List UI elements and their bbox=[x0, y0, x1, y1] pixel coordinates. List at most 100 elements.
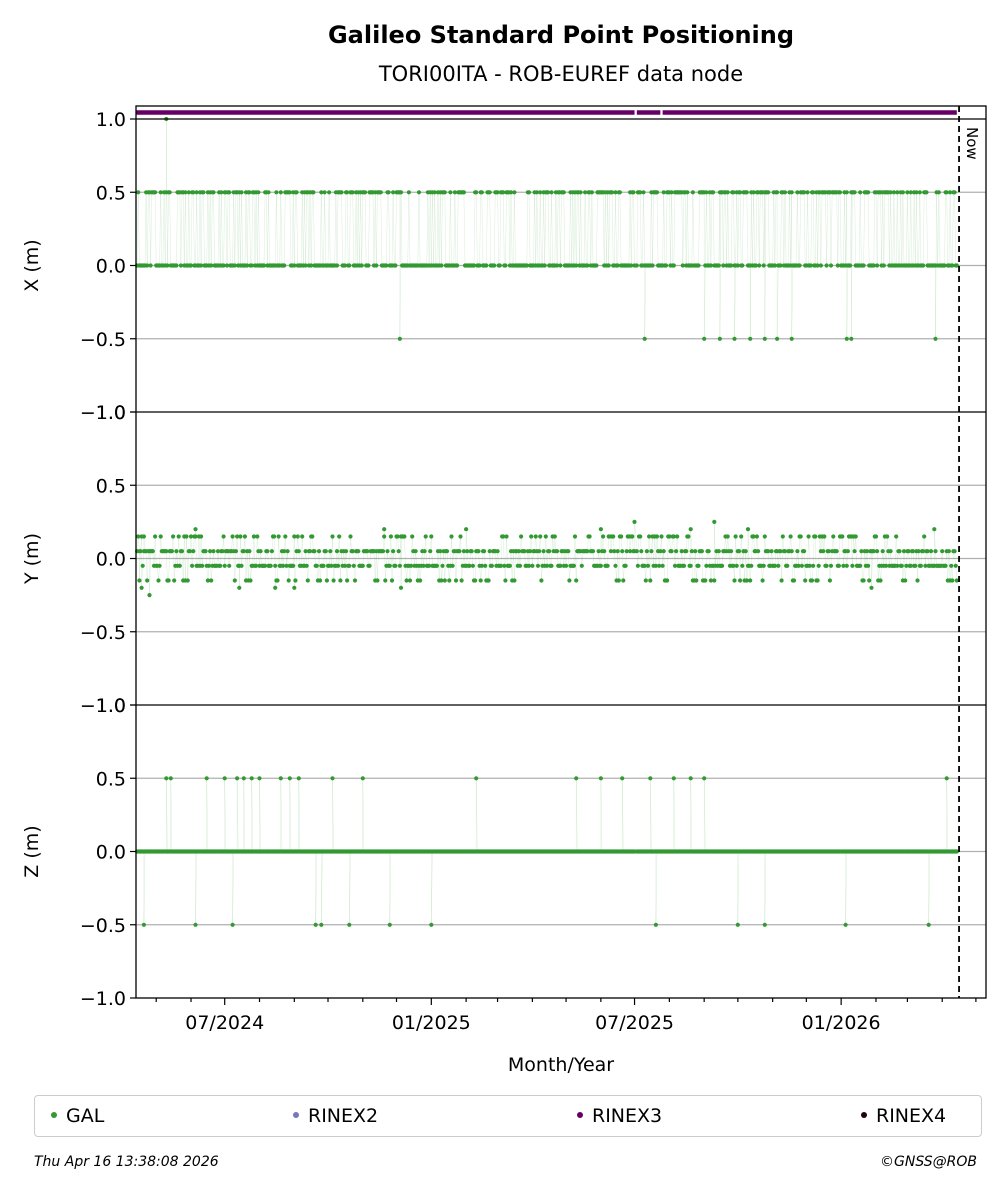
legend-label-rinex3: RINEX3 bbox=[592, 1105, 663, 1127]
gal-data-point bbox=[572, 534, 578, 539]
gal-data-point bbox=[450, 563, 455, 568]
gal-data-point bbox=[859, 549, 864, 554]
gal-data-point bbox=[813, 534, 818, 539]
gal-data-point bbox=[836, 563, 842, 568]
gal-data-point bbox=[734, 563, 739, 568]
gal-data-point bbox=[642, 563, 647, 568]
gal-data-point bbox=[558, 563, 563, 568]
gal-data-point bbox=[504, 534, 509, 539]
gal-data-point bbox=[628, 549, 633, 554]
chart: Galileo Standard Point Positioning TORI0… bbox=[21, 21, 987, 1076]
gal-data-point bbox=[788, 534, 793, 539]
gal-data-point bbox=[732, 578, 737, 583]
gal-data-point bbox=[427, 563, 432, 568]
gal-data-point bbox=[310, 534, 315, 539]
gal-data-point bbox=[222, 776, 227, 781]
gal-data-point bbox=[245, 263, 250, 268]
gal-data-point bbox=[256, 190, 261, 195]
gal-trace-line bbox=[136, 118, 957, 339]
gal-data-point bbox=[387, 922, 392, 927]
gal-data-point bbox=[706, 549, 711, 554]
gal-data-point bbox=[404, 578, 409, 583]
gal-data-point bbox=[735, 922, 740, 927]
gal-data-point bbox=[766, 190, 771, 195]
gal-data-point bbox=[736, 549, 742, 554]
y-tick-label: −1.0 bbox=[80, 988, 126, 1010]
gal-data-point bbox=[409, 563, 414, 568]
gal-data-point bbox=[406, 190, 411, 195]
gal-data-point bbox=[324, 578, 329, 583]
gal-data-point bbox=[954, 578, 959, 583]
gal-data-point bbox=[232, 578, 237, 583]
gal-data-point bbox=[526, 190, 532, 195]
gal-data-point bbox=[689, 549, 694, 554]
gal-data-point bbox=[342, 263, 347, 268]
gal-data-point bbox=[464, 527, 469, 532]
gal-data-point bbox=[251, 534, 256, 539]
gal-data-point bbox=[811, 190, 816, 195]
gal-data-point bbox=[193, 922, 198, 927]
gal-data-point bbox=[526, 563, 532, 568]
gal-data-point bbox=[766, 549, 771, 554]
gal-data-point bbox=[772, 263, 778, 268]
gal-data-point bbox=[487, 190, 492, 195]
gal-data-point bbox=[158, 534, 163, 539]
gal-data-point bbox=[268, 563, 273, 568]
gal-data-point bbox=[137, 578, 142, 583]
gal-data-point bbox=[316, 549, 322, 554]
gal-data-point bbox=[232, 263, 237, 268]
legend-marker-rinex2 bbox=[293, 1111, 299, 1118]
gal-data-point bbox=[407, 578, 413, 583]
gal-data-point bbox=[844, 563, 849, 568]
gal-data-point bbox=[917, 190, 922, 195]
gal-data-point bbox=[282, 263, 287, 268]
gal-data-point bbox=[375, 578, 380, 583]
gal-data-point bbox=[235, 534, 240, 539]
gal-data-point bbox=[193, 527, 198, 532]
gal-data-point bbox=[608, 549, 614, 554]
gal-data-point bbox=[760, 578, 765, 583]
gal-data-point bbox=[176, 534, 181, 539]
gal-data-point bbox=[916, 549, 921, 554]
gal-data-point bbox=[805, 190, 810, 195]
gal-data-point bbox=[708, 263, 714, 268]
gal-data-point bbox=[761, 563, 766, 568]
gal-data-point bbox=[732, 336, 737, 341]
gal-data-point bbox=[552, 534, 557, 539]
gal-data-point bbox=[471, 263, 477, 268]
legend-item-rinex4: RINEX4 bbox=[861, 1105, 946, 1127]
gal-data-point bbox=[720, 563, 725, 568]
gal-data-point bbox=[275, 578, 280, 583]
gal-data-point bbox=[294, 190, 299, 195]
gal-data-point bbox=[624, 549, 629, 554]
gal-data-point bbox=[482, 549, 487, 554]
gal-data-point bbox=[954, 849, 959, 854]
gal-data-point bbox=[590, 549, 596, 554]
legend-label-gal: GAL bbox=[66, 1105, 105, 1127]
gal-data-point bbox=[470, 563, 475, 568]
gal-data-point bbox=[172, 578, 177, 583]
gal-data-point bbox=[296, 776, 301, 781]
gal-data-point bbox=[402, 534, 407, 539]
gal-data-point bbox=[650, 263, 655, 268]
gal-data-point bbox=[168, 776, 173, 781]
gal-data-point bbox=[789, 549, 794, 554]
gal-data-point bbox=[492, 263, 497, 268]
gal-data-point bbox=[926, 922, 931, 927]
footer-copyright: ©GNSS@ROB bbox=[880, 1154, 977, 1170]
gal-data-point bbox=[885, 534, 890, 539]
y-tick-label: 0.5 bbox=[96, 768, 126, 790]
gal-data-point bbox=[383, 578, 388, 583]
gal-data-point bbox=[183, 190, 188, 195]
gal-data-point bbox=[933, 336, 938, 341]
gal-data-point bbox=[795, 549, 800, 554]
gal-data-point bbox=[647, 534, 652, 539]
gal-data-point bbox=[894, 534, 899, 539]
gal-data-point bbox=[209, 578, 214, 583]
gal-data-point bbox=[589, 190, 595, 195]
gal-data-point bbox=[539, 578, 544, 583]
gal-data-point bbox=[263, 563, 268, 568]
gal-data-point bbox=[467, 563, 472, 568]
gal-data-point bbox=[410, 534, 415, 539]
gal-data-point bbox=[258, 549, 263, 554]
